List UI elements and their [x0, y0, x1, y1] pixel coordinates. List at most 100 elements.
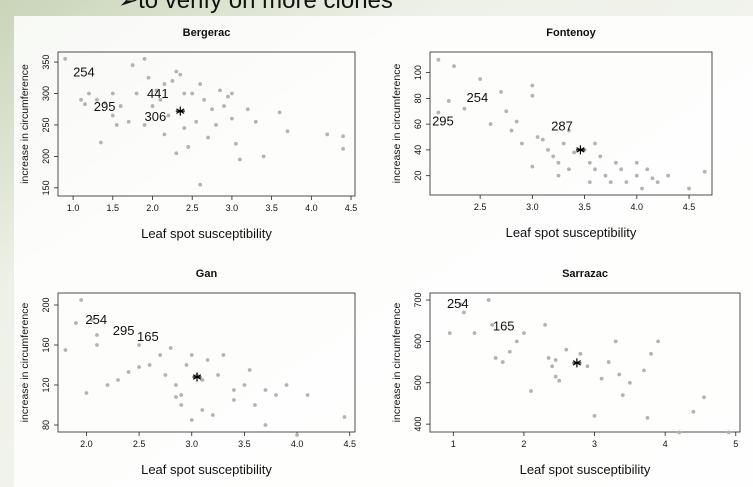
data-point: [166, 114, 170, 118]
clone-label: 295: [113, 323, 135, 338]
data-point: [508, 350, 512, 354]
data-point: [691, 410, 695, 414]
x-tick-label: 1.5: [107, 203, 120, 213]
data-point: [452, 64, 456, 68]
data-point: [264, 388, 268, 392]
clone-label: 306: [145, 109, 167, 124]
data-point: [87, 92, 91, 96]
data-point: [530, 94, 534, 98]
data-point: [617, 373, 621, 377]
x-tick-label: 4.5: [343, 439, 356, 449]
data-point: [529, 389, 533, 393]
data-point: [572, 151, 576, 155]
data-point: [635, 161, 639, 165]
data-point: [635, 174, 639, 178]
data-point: [489, 122, 493, 126]
y-tick-label: 120: [41, 377, 51, 392]
data-point: [127, 370, 131, 374]
data-point: [158, 353, 162, 357]
data-point: [127, 120, 131, 124]
clone-label: 295: [432, 113, 454, 128]
data-point: [135, 92, 139, 96]
data-point: [232, 398, 236, 402]
data-point: [148, 363, 152, 367]
data-point: [703, 170, 707, 174]
data-point: [557, 161, 561, 165]
y-tick-label: 100: [413, 65, 423, 80]
y-tick-label: 160: [41, 337, 51, 352]
data-point: [218, 88, 222, 92]
x-tick-label: 4: [663, 439, 668, 449]
data-point: [185, 363, 189, 367]
data-point: [232, 388, 236, 392]
data-point: [214, 123, 218, 127]
data-point: [226, 95, 230, 99]
data-point: [194, 120, 198, 124]
chart-title: Fontenoy: [546, 27, 596, 39]
chart-title: Bergerac: [183, 27, 231, 39]
data-point: [478, 77, 482, 81]
data-point: [116, 378, 120, 382]
y-tick-label: 600: [413, 334, 423, 349]
x-axis-label: Leaf spot susceptibility: [506, 225, 637, 240]
x-tick-label: 3.0: [526, 202, 539, 212]
x-tick-label: 4.0: [291, 439, 304, 449]
data-point: [473, 331, 477, 335]
y-tick-label: 40: [413, 145, 423, 155]
data-point: [666, 174, 670, 178]
x-tick-label: 4.5: [683, 202, 696, 212]
data-point: [164, 373, 168, 377]
data-point: [286, 129, 290, 133]
data-point: [651, 176, 655, 180]
data-point: [586, 364, 590, 368]
data-point: [642, 368, 646, 372]
data-point: [593, 167, 597, 171]
y-tick-label: 500: [413, 375, 423, 390]
y-tick-label: 200: [41, 297, 51, 312]
data-point: [230, 117, 234, 121]
data-point: [543, 323, 547, 327]
x-tick-label: 3.0: [185, 439, 198, 449]
data-point: [285, 383, 289, 387]
data-point: [614, 161, 618, 165]
data-point: [557, 174, 561, 178]
data-point: [253, 403, 257, 407]
data-point: [547, 356, 551, 360]
data-point: [262, 154, 266, 158]
data-point: [567, 167, 571, 171]
data-point: [202, 98, 206, 102]
x-tick-label: 2.0: [146, 203, 159, 213]
data-point: [628, 381, 632, 385]
x-tick-label: 5: [733, 439, 738, 449]
data-point: [609, 180, 613, 184]
clone-label: 287: [551, 119, 573, 134]
x-tick-label: 2.0: [80, 439, 93, 449]
y-tick-label: 80: [413, 93, 423, 103]
data-point: [234, 142, 238, 146]
data-point: [143, 57, 147, 61]
data-point: [520, 142, 524, 146]
data-point: [99, 141, 103, 145]
heading: ➢to verify on more clones: [118, 0, 393, 14]
x-tick-label: 3.0: [226, 203, 239, 213]
data-point: [588, 180, 592, 184]
data-point: [295, 433, 299, 437]
y-axis-label: increase in circumference: [391, 64, 403, 184]
x-tick-label: 4.0: [305, 203, 318, 213]
data-point: [646, 416, 650, 420]
data-point: [649, 352, 653, 356]
data-point: [550, 364, 554, 368]
data-point: [170, 79, 174, 83]
data-point: [727, 431, 731, 435]
x-axis-label: Leaf spot susceptibility: [520, 462, 651, 477]
data-point: [222, 104, 226, 108]
clone-label: 254: [467, 90, 489, 105]
data-point: [624, 180, 628, 184]
data-point: [174, 70, 178, 74]
data-point: [131, 63, 135, 67]
data-point: [687, 187, 691, 191]
data-point: [95, 333, 99, 337]
data-point: [174, 151, 178, 155]
data-point: [463, 107, 467, 111]
data-point: [83, 102, 87, 106]
